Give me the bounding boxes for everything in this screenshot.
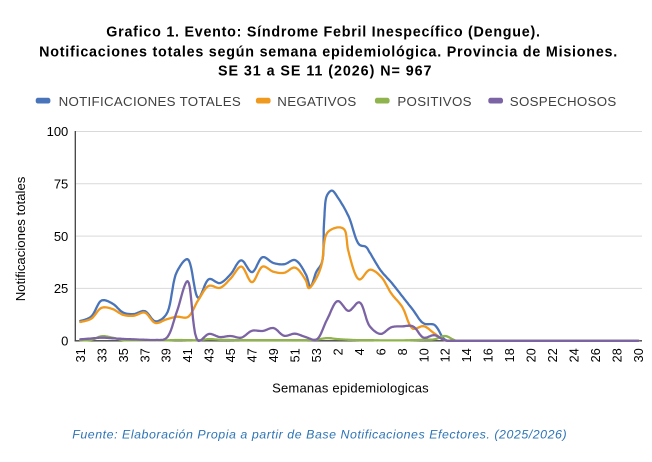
svg-text:100: 100 xyxy=(47,124,69,139)
svg-text:24: 24 xyxy=(568,348,582,362)
svg-text:20: 20 xyxy=(525,348,539,362)
svg-text:Semanas epidemiologicas: Semanas epidemiologicas xyxy=(272,381,429,396)
svg-text:26: 26 xyxy=(589,348,603,362)
svg-text:2: 2 xyxy=(331,348,345,355)
svg-text:50: 50 xyxy=(54,229,68,244)
svg-text:49: 49 xyxy=(267,348,281,362)
svg-text:Fuente: Elaboración Propia a p: Fuente: Elaboración Propia a partir de B… xyxy=(72,428,567,442)
svg-text:33: 33 xyxy=(95,348,109,362)
svg-text:6: 6 xyxy=(374,348,388,355)
svg-text:Notificaciones totales: Notificaciones totales xyxy=(13,176,28,301)
svg-text:12: 12 xyxy=(439,348,453,362)
svg-text:SE 31 a SE 11 (2026) N= 967: SE 31 a SE 11 (2026) N= 967 xyxy=(218,64,432,80)
svg-text:10: 10 xyxy=(417,348,431,362)
svg-text:POSITIVOS: POSITIVOS xyxy=(397,94,471,109)
svg-text:NEGATIVOS: NEGATIVOS xyxy=(277,94,356,109)
svg-text:25: 25 xyxy=(54,281,68,296)
svg-text:Notificaciones totales según s: Notificaciones totales según semana epid… xyxy=(39,44,618,60)
svg-text:47: 47 xyxy=(246,348,260,362)
svg-text:SOSPECHOSOS: SOSPECHOSOS xyxy=(510,94,617,109)
svg-text:53: 53 xyxy=(310,348,324,362)
svg-text:31: 31 xyxy=(74,348,88,362)
svg-text:8: 8 xyxy=(396,348,410,355)
svg-text:45: 45 xyxy=(224,348,238,362)
svg-text:0: 0 xyxy=(61,334,68,349)
svg-text:28: 28 xyxy=(610,348,624,362)
svg-text:43: 43 xyxy=(203,348,217,362)
svg-text:41: 41 xyxy=(181,348,195,362)
svg-text:51: 51 xyxy=(289,348,303,362)
svg-text:75: 75 xyxy=(54,177,68,192)
svg-text:35: 35 xyxy=(117,348,131,362)
svg-text:22: 22 xyxy=(546,348,560,362)
svg-text:4: 4 xyxy=(353,348,367,355)
svg-text:14: 14 xyxy=(460,348,474,362)
svg-text:30: 30 xyxy=(632,348,646,362)
svg-text:Grafico 1. Evento: Síndrome Fe: Grafico 1. Evento: Síndrome Febril Inesp… xyxy=(106,24,540,40)
svg-text:16: 16 xyxy=(482,348,496,362)
svg-text:18: 18 xyxy=(503,348,517,362)
svg-text:39: 39 xyxy=(160,348,174,362)
svg-text:37: 37 xyxy=(138,348,152,362)
svg-text:NOTIFICACIONES TOTALES: NOTIFICACIONES TOTALES xyxy=(59,94,241,109)
